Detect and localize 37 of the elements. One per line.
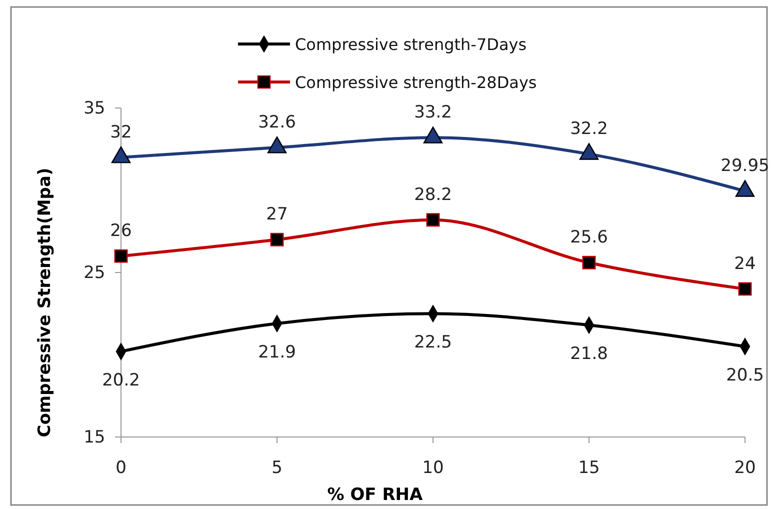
point xyxy=(579,143,599,160)
data-label: 28.2 xyxy=(414,184,452,205)
point xyxy=(738,282,752,296)
data-label: 29.95 xyxy=(720,156,770,176)
legend-label: Compressive strength-28Days xyxy=(295,73,537,92)
data-label: 25.6 xyxy=(570,228,608,248)
data-label: 27 xyxy=(266,204,288,225)
y-tick-label: 15 xyxy=(84,427,106,448)
point xyxy=(270,232,284,246)
data-label: 20.2 xyxy=(102,370,140,390)
x-tick-label: 0 xyxy=(116,458,126,478)
point xyxy=(114,249,128,263)
point xyxy=(735,180,755,197)
y-tick-label: 35 xyxy=(84,98,106,118)
point xyxy=(267,136,287,154)
x-tick-label: 10 xyxy=(422,458,444,478)
data-label: 32.6 xyxy=(258,112,296,132)
x-tick-label: 20 xyxy=(734,458,756,478)
data-label: 24 xyxy=(734,254,756,274)
x-tick-label: 5 xyxy=(272,458,282,478)
legend-label: Compressive strength-7Days xyxy=(295,35,527,54)
data-label: 32.2 xyxy=(570,119,608,140)
data-label: 33.2 xyxy=(414,102,452,123)
data-label: 20.5 xyxy=(726,366,764,386)
data-label: 22.5 xyxy=(414,332,452,353)
point xyxy=(423,126,443,144)
y-axis-title: Compressive Strength(Mpa) xyxy=(35,168,55,438)
point xyxy=(111,146,131,164)
data-label: 26 xyxy=(110,221,132,242)
point xyxy=(426,213,440,227)
point xyxy=(582,256,596,270)
x-tick-label: 15 xyxy=(578,458,600,478)
data-label: 21.9 xyxy=(258,342,296,362)
data-label: 21.8 xyxy=(570,344,608,364)
y-tick-label: 25 xyxy=(84,262,106,283)
data-label: 32 xyxy=(110,122,132,142)
x-axis-title: % OF RHA xyxy=(327,485,424,505)
